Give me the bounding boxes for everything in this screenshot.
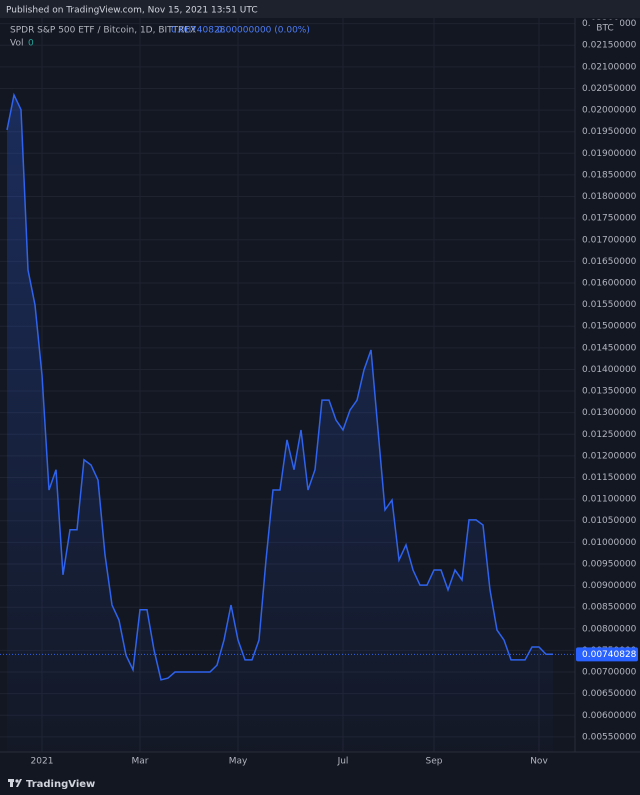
top-bar [0,0,640,18]
logo [8,779,22,787]
y-tick-label: 0.02150000 [582,41,637,51]
y-tick-label: 0.01600000 [582,278,637,288]
y-tick-label: 0.02100000 [582,62,637,72]
published-note: Published on TradingView.com, Nov 15, 20… [6,6,258,16]
y-tick-label: 0.01350000 [582,387,637,397]
y-tick-label: 0.01850000 [582,170,637,180]
currency: BTC [596,24,613,34]
y-tick-label: 0.01450000 [582,343,637,353]
x-axis: 2021 Mar May Jul Sep Nov [31,757,549,767]
volume-value: 0 [28,39,34,49]
symbol-name: SPDR S&P 500 ETF / Bitcoin, 1D, BITTREX [10,26,196,36]
y-tick-label: 0.00550000 [582,732,637,742]
y-tick-label: 0.01000000 [582,538,637,548]
y-tick-label: 0.00800000 [582,624,637,634]
y-tick-label: 0.00900000 [582,581,637,591]
last-value: 0.00740828 [171,26,226,36]
price-line [6,92,553,681]
y-tick-label: 0.01050000 [582,516,637,526]
x-tick-label: Sep [426,757,443,767]
y-tick-label: 0.01300000 [582,408,637,418]
y-tick-label: 0.00950000 [582,559,637,569]
x-tick-label: Mar [132,757,149,767]
plot [0,92,575,752]
volume-label: Vol [10,39,23,49]
y-tick-label: 0.00600000 [582,711,637,721]
y-tick-label: 0.01100000 [582,495,637,505]
y-tick-label: 0.00700000 [582,668,637,678]
last-price-label: 0.00740828 [582,650,637,660]
y-tick-label: 0.00850000 [582,603,637,613]
area-fill [7,94,553,752]
y-tick-label: 0.01500000 [582,322,637,332]
x-tick-label: Nov [530,757,548,767]
y-tick-label: 0.01550000 [582,300,637,310]
x-tick-label: May [229,757,248,767]
y-tick-label: 0.01150000 [582,473,637,483]
y-tick-label: 0.02000000 [582,106,637,116]
y-tick-label: 0.01700000 [582,235,637,245]
y-tick-label: 0.00650000 [582,689,637,699]
y-tick-label: 0.01400000 [582,365,637,375]
y-tick-label: 0.01900000 [582,149,637,159]
y-tick-label: 0.01250000 [582,430,637,440]
currency-badge [590,20,620,35]
y-tick-label: 0.02050000 [582,84,637,94]
last-price-box [576,647,638,662]
y-tick-label: 0.01650000 [582,257,637,267]
y-tick-label: 0.01800000 [582,192,637,202]
brand: TradingView [26,779,95,790]
y-tick-label: 0.01200000 [582,451,637,461]
change: 0.00000000 (0.00%) [217,26,310,36]
y-tick-label: 0.01950000 [582,127,637,137]
x-tick-label: Jul [337,757,349,767]
x-tick-label: 2021 [31,757,54,767]
y-tick-label: 0.01750000 [582,214,637,224]
footer [0,770,640,795]
